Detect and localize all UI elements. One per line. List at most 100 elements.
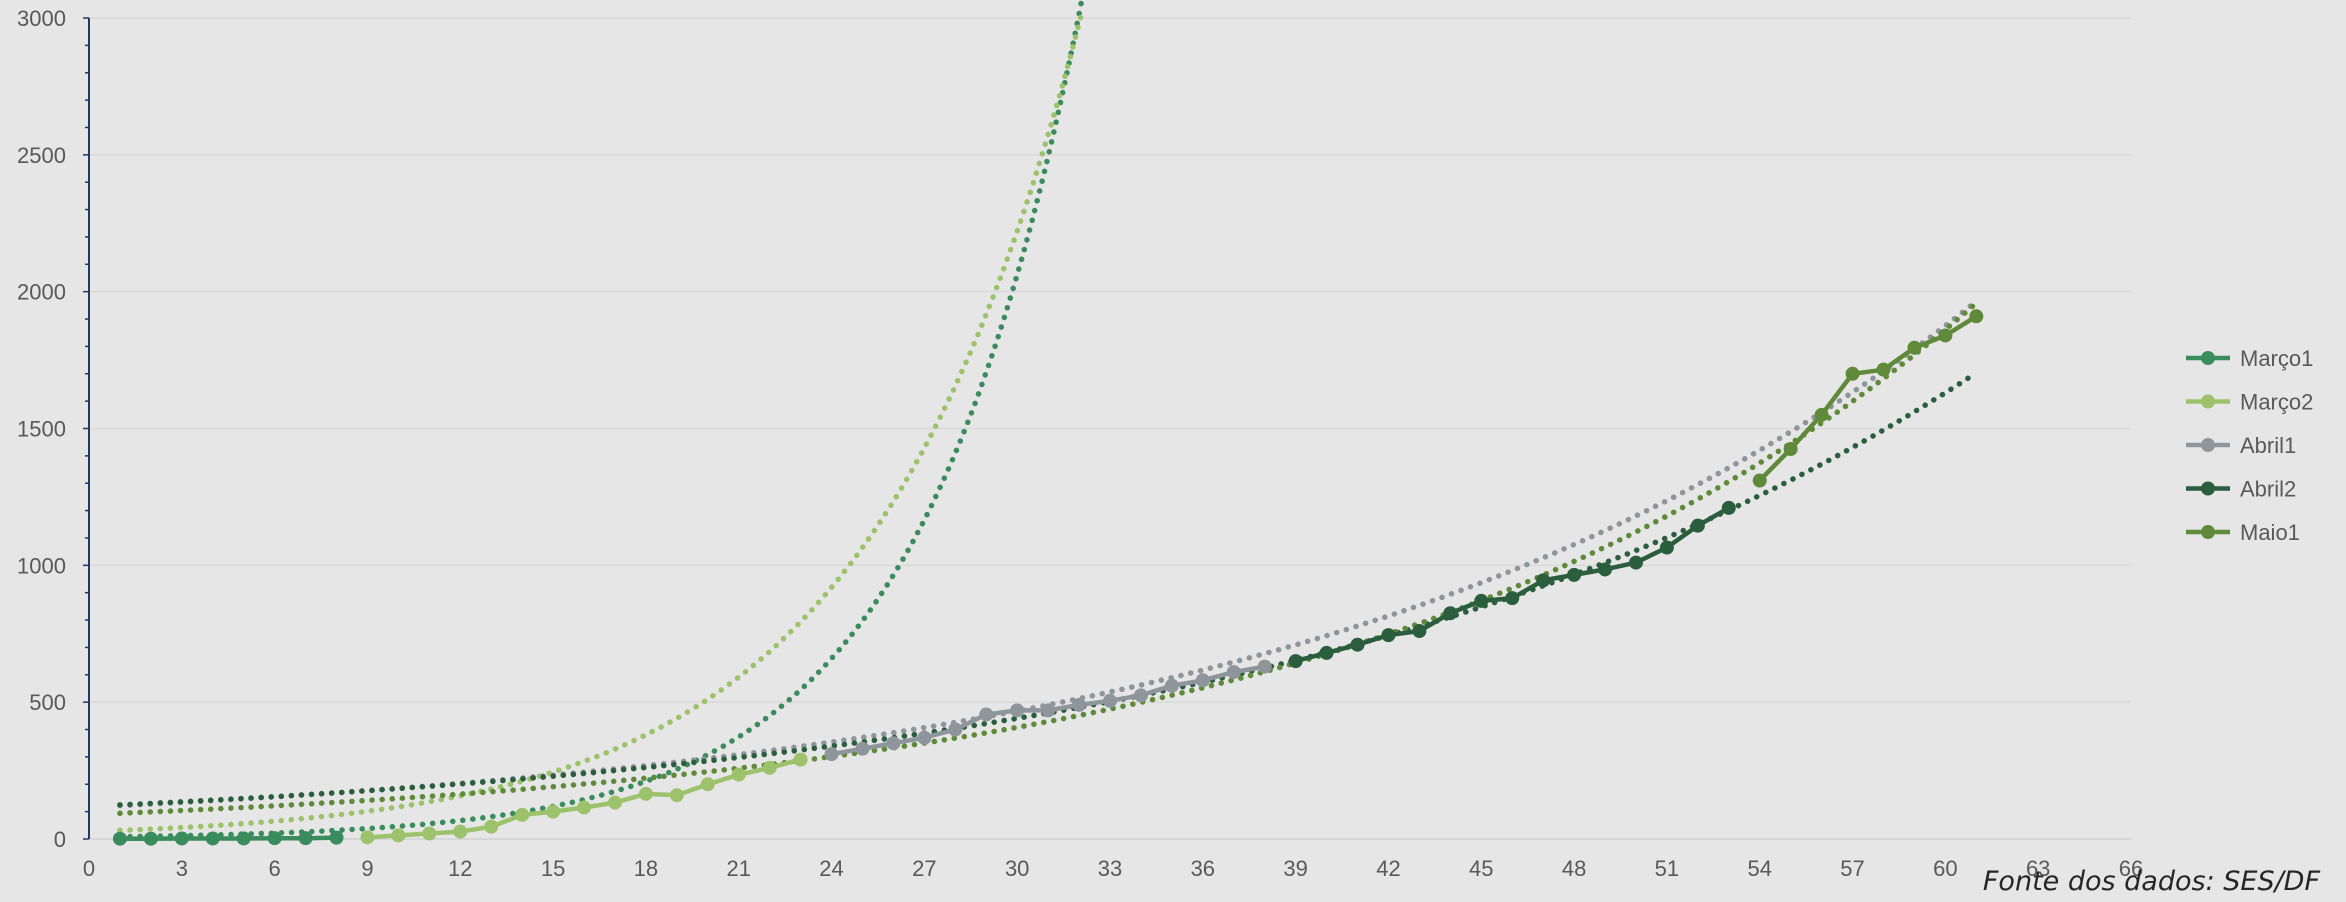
y-tick-label: 3000 [17,6,66,31]
data-point-abril2 [1474,593,1489,608]
source-note: Fonte dos dados: SES/DF [1982,866,2320,897]
data-point-maro2 [422,826,437,841]
x-tick-label: 36 [1191,856,1215,881]
x-tick-label: 54 [1747,856,1771,881]
data-point-maio1 [1752,473,1767,488]
trendline-abril2 [117,370,1980,808]
x-tick-label: 12 [448,856,472,881]
data-point-abril1 [1072,697,1087,712]
data-point-abril2 [1598,562,1613,577]
data-point-maro2 [453,824,468,839]
trendline-maro1 [117,0,1085,840]
legend-label-maio1: Maio1 [2240,520,2300,545]
data-point-abril1 [979,707,994,722]
y-tick-label: 1000 [17,553,66,578]
x-tick-label: 57 [1840,856,1864,881]
data-point-abril1 [1195,673,1210,688]
series-line-abril2 [1295,505,1730,664]
data-point-abril1 [1010,703,1025,718]
data-point-maio1 [1845,366,1860,381]
data-point-maio1 [1907,340,1922,355]
x-tick-label: 21 [726,856,750,881]
data-point-abril2 [1319,645,1334,660]
data-point-abril2 [1412,624,1427,639]
data-point-maro2 [391,828,406,843]
data-point-maro2 [700,777,715,792]
data-point-maro1 [329,830,344,845]
data-point-abril1 [1041,703,1056,718]
data-point-maro2 [577,800,592,815]
x-tick-label: 45 [1469,856,1493,881]
y-tick-label: 2500 [17,143,66,168]
data-point-maro1 [267,831,282,846]
data-point-abril2 [1536,573,1551,588]
data-point-abril1 [1103,693,1117,708]
legend-marker-maro2 [2201,394,2215,409]
data-point-maio1 [1783,442,1798,457]
y-tick-label: 500 [29,690,66,715]
data-point-abril1 [886,736,901,751]
data-point-maro2 [360,830,375,845]
data-point-abril2 [1628,555,1643,570]
x-tick-label: 6 [269,856,281,881]
data-point-maro2 [762,760,777,775]
data-point-abril2 [1350,637,1365,652]
data-point-maro2 [515,807,530,822]
gridlines [89,17,2131,703]
x-tick-label: 66 [2119,856,2143,881]
x-tick-label: 39 [1283,856,1307,881]
data-point-maro2 [669,788,684,803]
data-point-abril2 [1381,628,1396,643]
y-tick-label: 2000 [17,280,66,305]
data-point-abril2 [1443,606,1458,621]
trendline-maro2 [117,8,1085,834]
data-point-maio1 [1969,309,1984,324]
data-point-maro1 [236,831,251,846]
data-point-abril2 [1690,518,1705,533]
data-point-abril1 [824,747,839,762]
legend-marker-maio1 [2201,525,2215,539]
data-point-maro2 [484,819,499,834]
x-tick-label: 15 [541,856,565,881]
x-tick-label: 42 [1376,856,1400,881]
x-tick-label: 63 [2026,856,2050,881]
legend-marker-abril1 [2201,438,2215,452]
trendline-maio1 [117,300,1980,817]
x-tick-label: 0 [83,856,95,881]
data-point-maro1 [205,831,220,846]
x-tick-label: 3 [176,856,188,881]
data-point-maro2 [731,767,746,782]
data-point-abril2 [1288,654,1303,669]
data-point-maro1 [174,831,189,846]
x-tick-label: 33 [1098,856,1122,881]
data-point-maro1 [143,831,158,846]
legend-marker-abril2 [2201,481,2215,496]
data-point-maro1 [298,831,313,846]
x-tick-label: 30 [1005,856,1029,881]
legend-marker-maro1 [2201,351,2215,365]
data-point-abril1 [948,722,963,737]
legend-label-abril2: Abril2 [2240,477,2296,502]
data-point-maro1 [112,831,127,846]
data-series [112,309,1984,846]
data-point-abril2 [1505,591,1520,606]
data-point-maio1 [1938,328,1953,343]
data-point-maro2 [638,786,653,801]
legend-label-maro1: Março1 [2240,346,2313,371]
data-point-maro2 [793,752,808,767]
data-point-abril2 [1659,540,1674,555]
trendline-abril1 [117,298,1980,809]
legend-label-maro2: Março2 [2240,390,2313,415]
data-point-abril2 [1567,567,1582,582]
data-point-maio1 [1814,407,1829,422]
x-tick-label: 48 [1562,856,1586,881]
data-point-abril1 [855,741,870,756]
data-point-abril1 [917,730,932,745]
y-tick-label: 1500 [17,417,66,442]
trendlines [117,0,1980,840]
data-point-maio1 [1876,362,1891,377]
data-point-abril1 [1226,665,1241,680]
